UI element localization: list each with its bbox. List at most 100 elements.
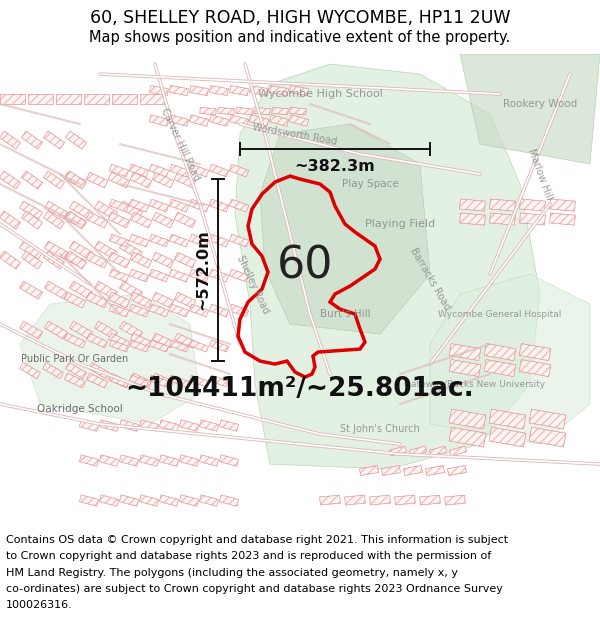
Polygon shape [94,241,118,259]
Text: Play Space: Play Space [341,179,398,189]
Polygon shape [490,199,515,211]
Polygon shape [130,234,149,247]
Polygon shape [169,164,188,177]
Polygon shape [152,173,174,188]
Polygon shape [79,455,98,466]
Polygon shape [70,201,92,219]
Polygon shape [160,495,179,506]
Polygon shape [445,495,466,505]
Polygon shape [190,269,209,282]
Text: Shelley Road: Shelley Road [235,253,271,315]
Text: Wycombe General Hospital: Wycombe General Hospital [439,309,562,319]
Polygon shape [65,251,86,269]
Polygon shape [179,420,199,431]
Polygon shape [190,375,208,387]
Polygon shape [174,253,196,268]
Polygon shape [65,362,86,379]
Polygon shape [152,373,173,388]
Polygon shape [64,213,86,228]
Polygon shape [100,420,119,431]
Polygon shape [290,107,306,115]
Polygon shape [449,359,481,377]
Polygon shape [64,253,86,268]
Text: Wycombe High School: Wycombe High School [257,89,382,99]
Text: to Crown copyright and database rights 2023 and is reproduced with the permissio: to Crown copyright and database rights 2… [6,551,491,561]
Polygon shape [190,340,208,352]
Polygon shape [44,201,68,219]
Polygon shape [108,213,130,228]
Polygon shape [86,173,108,188]
Polygon shape [489,409,526,429]
Polygon shape [110,340,128,352]
Polygon shape [109,373,130,388]
Polygon shape [520,213,545,225]
Polygon shape [550,199,575,211]
Polygon shape [70,321,92,339]
Polygon shape [119,321,143,339]
Polygon shape [152,253,174,268]
Polygon shape [43,362,64,379]
Polygon shape [140,94,165,104]
Text: St John's Church: St John's Church [340,424,420,434]
Polygon shape [149,304,169,317]
Polygon shape [419,495,440,505]
Polygon shape [139,455,158,466]
Polygon shape [484,344,516,361]
Text: Marlow Hill: Marlow Hill [526,147,554,201]
Text: Rookery Wood: Rookery Wood [503,99,577,109]
Text: Map shows position and indicative extent of the property.: Map shows position and indicative extent… [89,29,511,44]
Polygon shape [56,94,81,104]
Polygon shape [70,281,92,299]
Polygon shape [86,292,108,308]
Polygon shape [190,86,208,96]
Polygon shape [449,409,486,429]
Polygon shape [28,94,53,104]
Polygon shape [65,211,86,229]
Polygon shape [152,292,174,308]
Text: Playing Field: Playing Field [365,219,435,229]
Polygon shape [152,213,174,228]
Polygon shape [229,234,248,247]
Polygon shape [112,94,137,104]
Polygon shape [19,281,43,299]
Polygon shape [44,241,68,259]
Polygon shape [65,171,86,189]
Polygon shape [370,495,391,505]
Polygon shape [130,269,149,282]
Polygon shape [529,427,566,447]
Polygon shape [149,375,169,387]
Polygon shape [229,199,248,212]
Polygon shape [44,251,64,269]
Polygon shape [209,304,229,317]
Polygon shape [130,292,152,308]
Polygon shape [236,107,252,115]
Polygon shape [170,340,188,352]
Polygon shape [449,446,467,456]
Polygon shape [220,420,239,431]
Polygon shape [260,124,430,334]
Polygon shape [290,86,308,96]
Polygon shape [490,213,515,225]
Polygon shape [272,107,288,115]
Polygon shape [199,420,218,431]
Text: Carver Hill Road: Carver Hill Road [159,106,201,182]
Polygon shape [209,269,229,282]
Polygon shape [218,107,234,115]
Text: 60, SHELLEY ROAD, HIGH WYCOMBE, HP11 2UW: 60, SHELLEY ROAD, HIGH WYCOMBE, HP11 2UW [90,9,510,27]
Polygon shape [0,94,25,104]
Text: Oakridge School: Oakridge School [37,404,123,414]
Polygon shape [86,213,108,228]
Polygon shape [130,253,152,268]
Polygon shape [130,213,152,228]
Polygon shape [0,251,20,269]
Polygon shape [20,294,200,424]
Text: Wordsworth Road: Wordsworth Road [252,122,338,146]
Polygon shape [94,281,118,299]
Text: 60: 60 [277,244,333,288]
Polygon shape [269,86,289,96]
Polygon shape [430,446,446,456]
Polygon shape [430,274,590,444]
Polygon shape [190,199,209,212]
Polygon shape [200,107,216,115]
Polygon shape [389,446,407,456]
